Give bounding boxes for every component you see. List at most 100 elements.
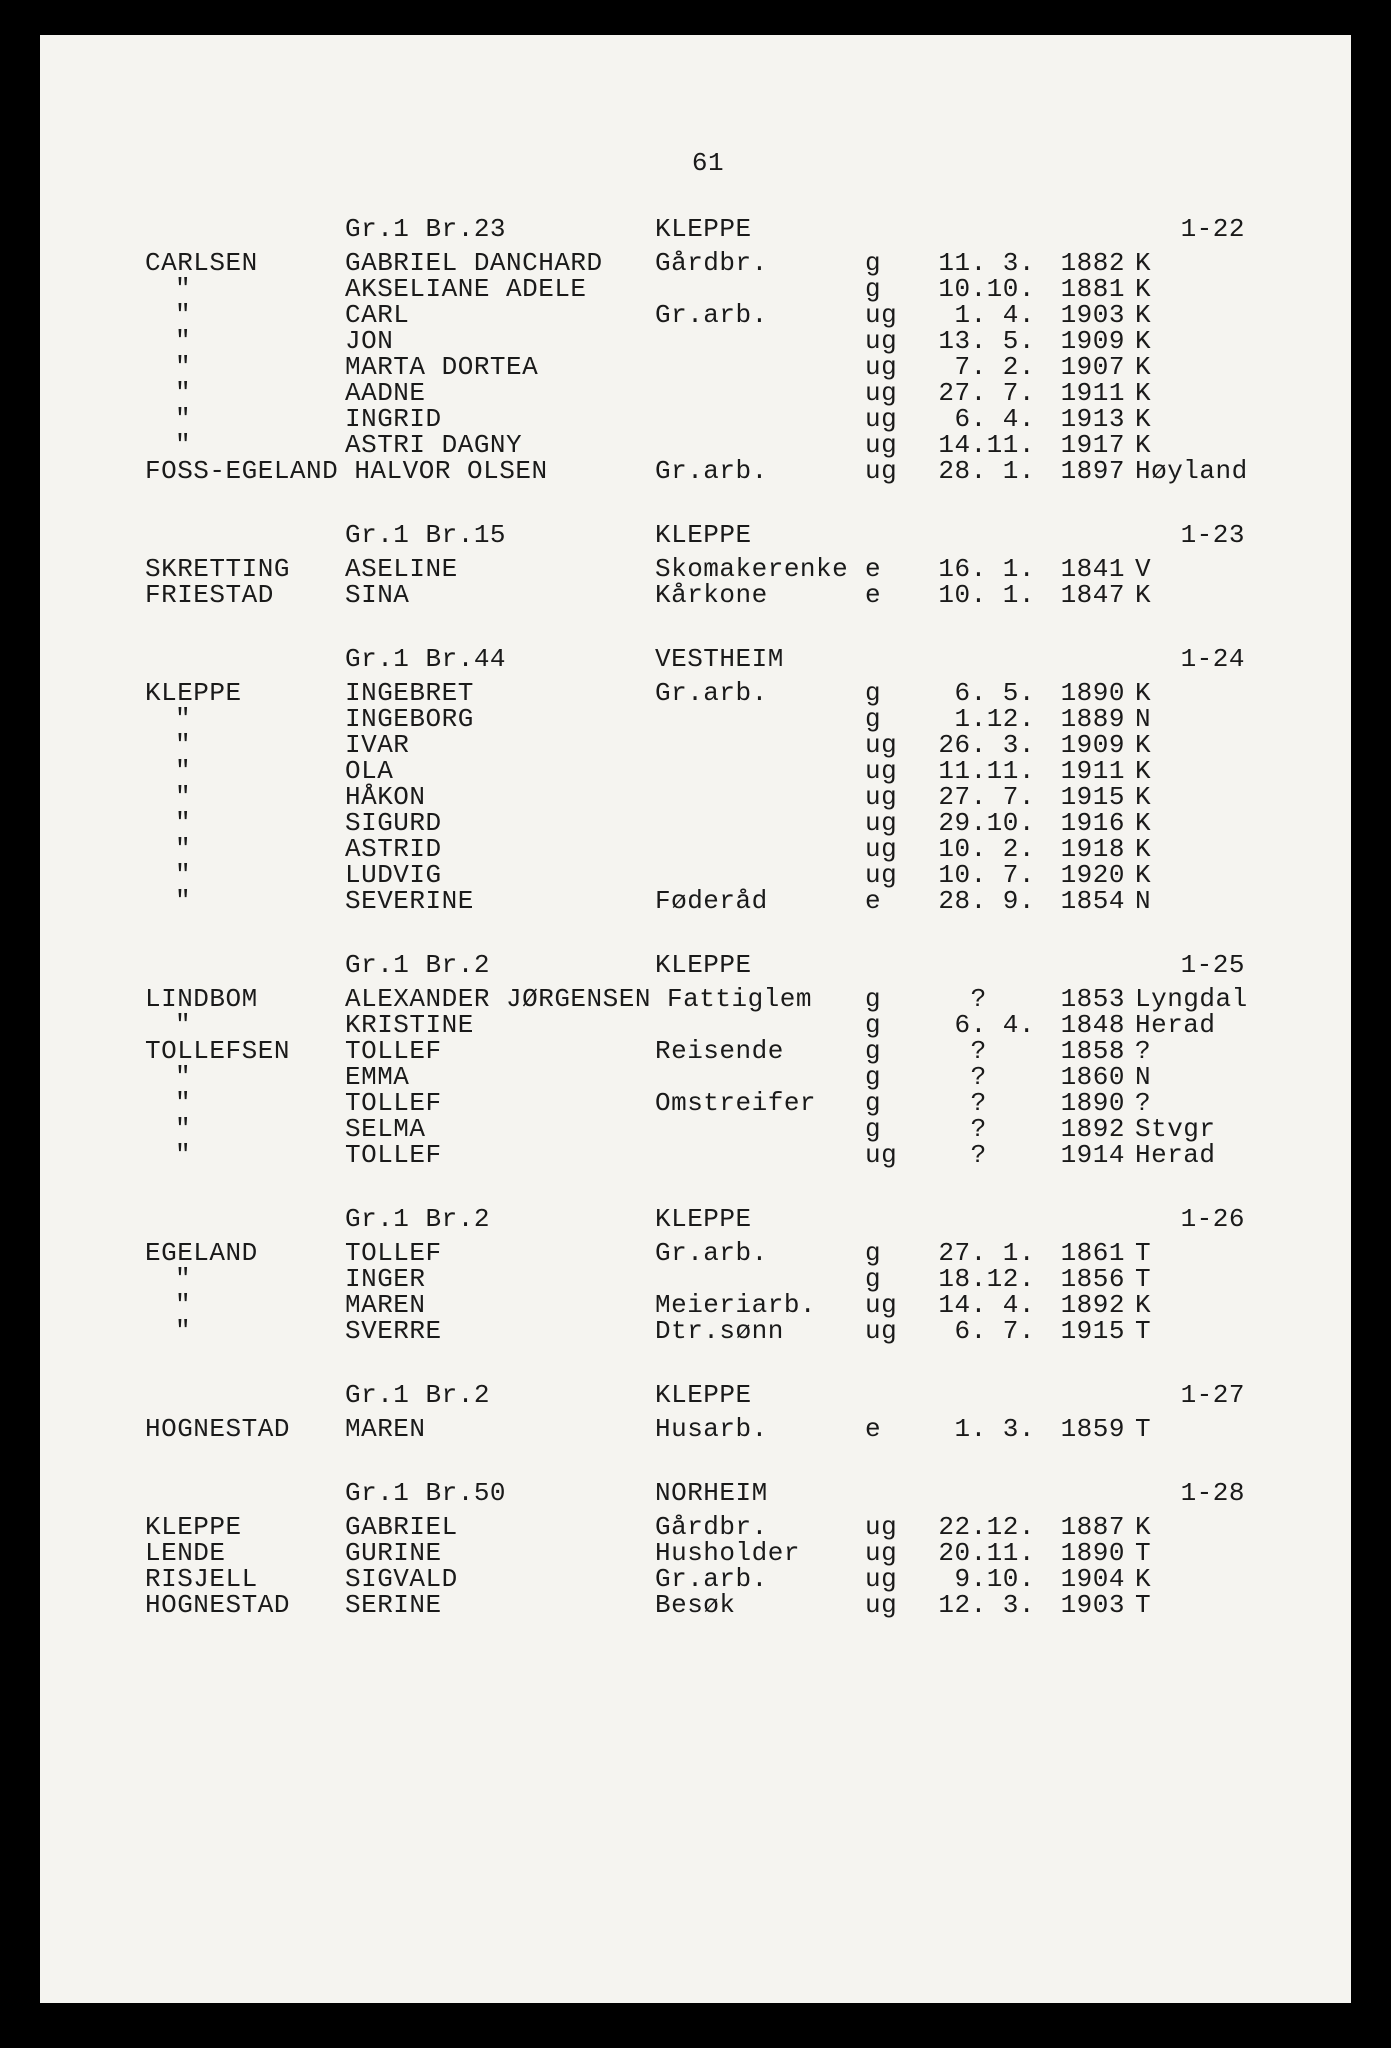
cell-year: 1911 (1045, 758, 1135, 784)
cell-place: K (1135, 836, 1265, 862)
cell-surname: LINDBOM (145, 986, 345, 1012)
cell-given: CARL (345, 302, 655, 328)
cell-date: ? (915, 1038, 1045, 1064)
cell-given: INGRID (345, 406, 655, 432)
cell-date: 12. 3. (915, 1592, 1045, 1618)
section-header: Gr.1 Br.2KLEPPE1-25 (145, 952, 1271, 978)
cell-given: IVAR (345, 732, 655, 758)
page-number: 61 (145, 150, 1271, 176)
cell-date: 26. 3. (915, 732, 1045, 758)
table-row: "SEVERINEFøderåde28. 9.1854N (145, 888, 1271, 914)
cell-place: N (1135, 1064, 1265, 1090)
cell-occ: Gr.arb. (655, 302, 865, 328)
cell-surname: FRIESTAD (145, 582, 345, 608)
cell-surname: EGELAND (145, 1240, 345, 1266)
cell-place: K (1135, 328, 1265, 354)
table-row: "TOLLEFOmstreiferg? 1890? (145, 1090, 1271, 1116)
cell-date: 1.12. (915, 706, 1045, 732)
cell-given: LUDVIG (345, 862, 655, 888)
table-row: "INGRIDug6. 4.1913K (145, 406, 1271, 432)
table-row: "INGEBORGg1.12.1889N (145, 706, 1271, 732)
cell-place: T (1135, 1416, 1265, 1442)
cell-place: K (1135, 1514, 1265, 1540)
cell-occ (655, 432, 865, 458)
cell-occ: Husarb. (655, 1416, 865, 1442)
cell-ditto: " (145, 1266, 345, 1292)
cell-occ (655, 380, 865, 406)
cell-occ: Besøk (655, 1592, 865, 1618)
cell-given: TOLLEF (345, 1142, 655, 1168)
cell-place: K (1135, 432, 1265, 458)
header-farm: Gr.1 Br.44 (345, 646, 655, 672)
cell-ms: ug (865, 432, 915, 458)
cell-date: 10. 7. (915, 862, 1045, 888)
cell-date: 6. 5. (915, 680, 1045, 706)
cell-ditto: " (145, 1292, 345, 1318)
cell-place: Herad (1135, 1142, 1265, 1168)
cell-year: 1847 (1045, 582, 1135, 608)
section-header: Gr.1 Br.2KLEPPE1-26 (145, 1206, 1271, 1232)
cell-place: K (1135, 810, 1265, 836)
cell-place: K (1135, 680, 1265, 706)
cell-year: 1916 (1045, 810, 1135, 836)
cell-given: ASTRID (345, 836, 655, 862)
cell-year: 1909 (1045, 732, 1135, 758)
header-blank (145, 216, 345, 242)
cell-date: ? (915, 1064, 1045, 1090)
cell-ms: ug (865, 758, 915, 784)
cell-date: 18.12. (915, 1266, 1045, 1292)
cell-ditto: " (145, 1318, 345, 1344)
cell-ditto: " (145, 1142, 345, 1168)
cell-year: 1913 (1045, 406, 1135, 432)
section-header: Gr.1 Br.23KLEPPE1-22 (145, 216, 1271, 242)
table-row: "OLAug11.11.1911K (145, 758, 1271, 784)
cell-ms: g (865, 706, 915, 732)
cell-surname: RISJELL (145, 1566, 345, 1592)
cell-given: SVERRE (345, 1318, 655, 1344)
cell-ms: g (865, 1064, 915, 1090)
cell-ms: ug (865, 458, 915, 484)
cell-ditto: " (145, 810, 345, 836)
table-row: "AADNEug27. 7.1911K (145, 380, 1271, 406)
cell-year: 1903 (1045, 1592, 1135, 1618)
cell-occ (655, 706, 865, 732)
cell-given: TOLLEF (345, 1090, 655, 1116)
cell-ms: ug (865, 836, 915, 862)
cell-ms: e (865, 888, 915, 914)
cell-given: ASELINE (345, 556, 655, 582)
cell-occ: Gårdbr. (655, 250, 865, 276)
table-row: "EMMAg? 1860N (145, 1064, 1271, 1090)
table-row: LINDBOMALEXANDER JØRGENSEN Fattiglemg? 1… (145, 986, 1271, 1012)
header-farm: Gr.1 Br.2 (345, 952, 655, 978)
cell-given: MARTA DORTEA (345, 354, 655, 380)
cell-year: 1897 (1045, 458, 1135, 484)
table-row: HOGNESTADSERINEBesøkug12. 3.1903T (145, 1592, 1271, 1618)
header-name: KLEPPE (655, 1382, 865, 1408)
table-row: "LUDVIGug10. 7.1920K (145, 862, 1271, 888)
cell-given: INGEBRET (345, 680, 655, 706)
cell-given: AADNE (345, 380, 655, 406)
cell-surname: TOLLEFSEN (145, 1038, 345, 1064)
cell-place: V (1135, 556, 1265, 582)
cell-year: 1882 (1045, 250, 1135, 276)
cell-given: TOLLEF (345, 1038, 655, 1064)
cell-ditto: " (145, 1090, 345, 1116)
cell-ditto: " (145, 784, 345, 810)
table-row: "IVARug26. 3.1909K (145, 732, 1271, 758)
cell-place: K (1135, 1566, 1265, 1592)
cell-given: OLA (345, 758, 655, 784)
cell-place: K (1135, 276, 1265, 302)
header-farm: Gr.1 Br.23 (345, 216, 655, 242)
cell-year: 1890 (1045, 1540, 1135, 1566)
cell-year: 1853 (1045, 986, 1135, 1012)
cell-ditto: " (145, 1064, 345, 1090)
cell-given: GABRIEL DANCHARD (345, 250, 655, 276)
cell-year: 1887 (1045, 1514, 1135, 1540)
cell-year: 1890 (1045, 680, 1135, 706)
cell-ditto: " (145, 758, 345, 784)
cell-date: 6. 4. (915, 1012, 1045, 1038)
document-page: 61 Gr.1 Br.23KLEPPE1-22CARLSENGABRIEL DA… (0, 0, 1391, 2048)
cell-year: 1861 (1045, 1240, 1135, 1266)
cell-ms: e (865, 556, 915, 582)
header-ref: 1-24 (1045, 646, 1265, 672)
